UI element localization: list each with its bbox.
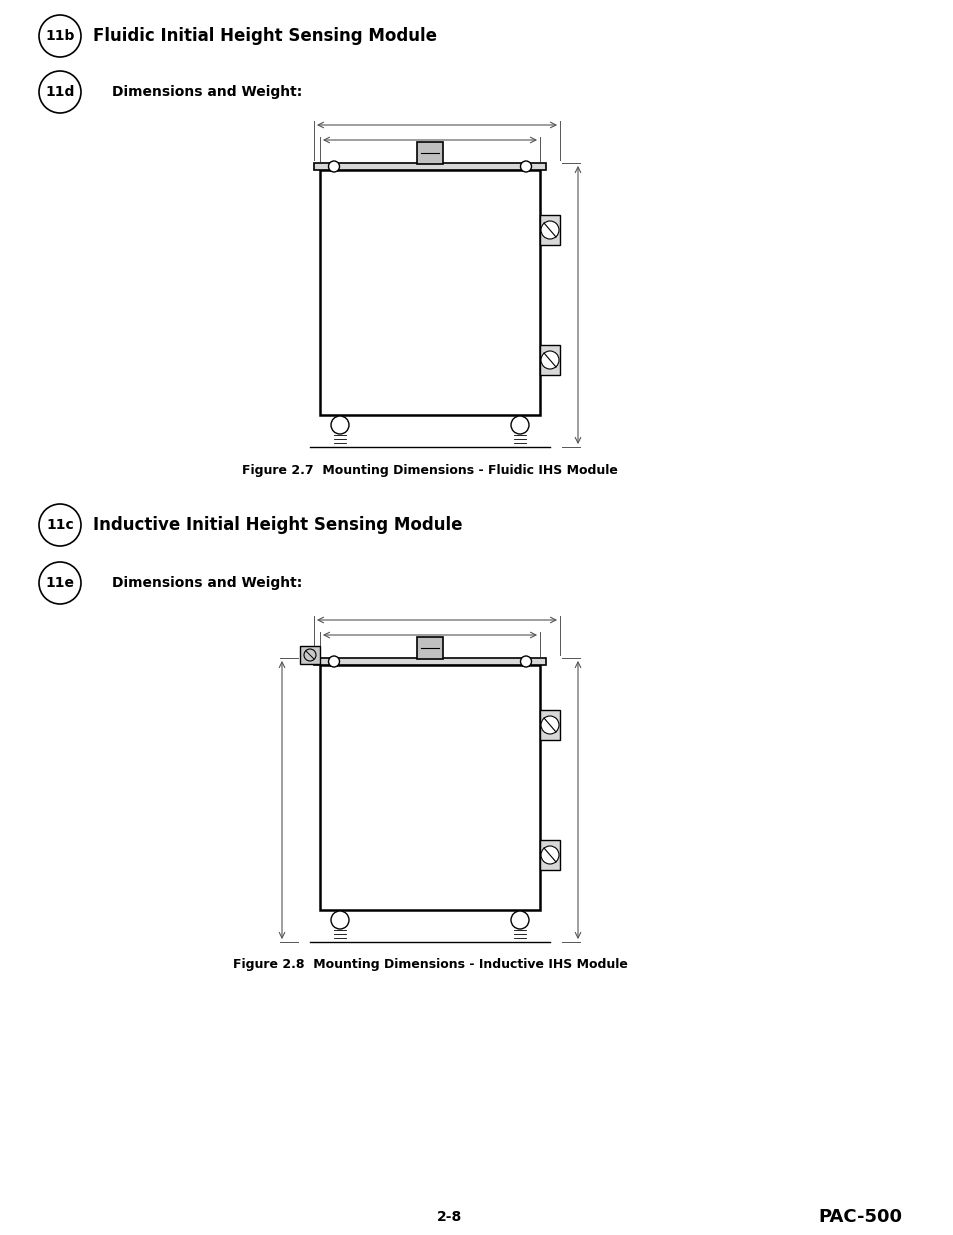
Circle shape bbox=[540, 716, 558, 734]
Bar bbox=[539, 840, 559, 869]
Text: 11d: 11d bbox=[45, 85, 74, 99]
Circle shape bbox=[328, 161, 339, 172]
Bar bbox=[416, 142, 442, 164]
Circle shape bbox=[540, 351, 558, 369]
Circle shape bbox=[540, 846, 558, 864]
Text: 2-8: 2-8 bbox=[436, 1210, 462, 1224]
Circle shape bbox=[331, 911, 349, 929]
Text: 11e: 11e bbox=[46, 576, 74, 590]
Bar bbox=[539, 710, 559, 740]
Text: Fluidic Initial Height Sensing Module: Fluidic Initial Height Sensing Module bbox=[92, 27, 436, 44]
Circle shape bbox=[511, 911, 529, 929]
Bar bbox=[416, 637, 442, 659]
Bar bbox=[539, 345, 559, 375]
Bar bbox=[539, 215, 559, 245]
Circle shape bbox=[331, 416, 349, 433]
Bar bbox=[319, 664, 539, 910]
Text: Figure 2.8  Mounting Dimensions - Inductive IHS Module: Figure 2.8 Mounting Dimensions - Inducti… bbox=[233, 958, 627, 972]
Circle shape bbox=[511, 416, 529, 433]
Circle shape bbox=[540, 221, 558, 240]
Circle shape bbox=[520, 656, 531, 667]
Circle shape bbox=[328, 656, 339, 667]
Bar bbox=[314, 163, 545, 170]
Text: 11c: 11c bbox=[46, 517, 73, 532]
Text: Figure 2.7  Mounting Dimensions - Fluidic IHS Module: Figure 2.7 Mounting Dimensions - Fluidic… bbox=[242, 463, 618, 477]
Bar bbox=[314, 658, 545, 664]
Text: PAC-500: PAC-500 bbox=[817, 1208, 901, 1226]
Bar bbox=[319, 170, 539, 415]
Text: Dimensions and Weight:: Dimensions and Weight: bbox=[112, 576, 302, 590]
Text: Inductive Initial Height Sensing Module: Inductive Initial Height Sensing Module bbox=[92, 516, 462, 534]
Bar bbox=[299, 646, 319, 664]
Text: Dimensions and Weight:: Dimensions and Weight: bbox=[112, 85, 302, 99]
Text: 11b: 11b bbox=[45, 28, 74, 43]
Circle shape bbox=[520, 161, 531, 172]
